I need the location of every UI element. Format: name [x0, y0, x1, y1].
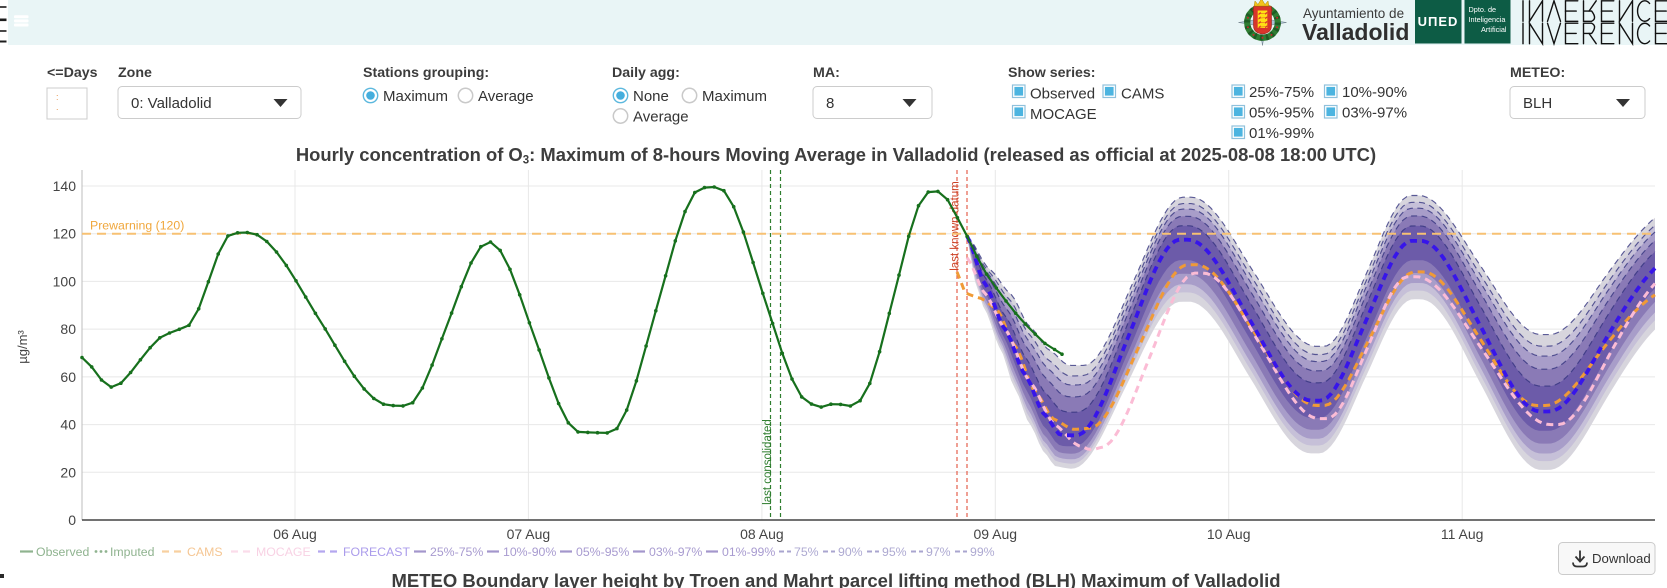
- svg-text:10%-90%: 10%-90%: [503, 545, 556, 559]
- svg-text:MOCAGE: MOCAGE: [256, 545, 311, 559]
- svg-text:07 Aug: 07 Aug: [507, 526, 551, 542]
- svg-text:99%: 99%: [970, 545, 995, 559]
- svg-text:97%: 97%: [926, 545, 951, 559]
- svg-text:20: 20: [60, 464, 76, 480]
- svg-text:75%: 75%: [794, 545, 819, 559]
- svg-text:Observed: Observed: [1030, 86, 1095, 103]
- svg-text::: :: [56, 92, 59, 102]
- svg-text:Artificial: Artificial: [1481, 25, 1507, 34]
- svg-text:Download: Download: [1592, 551, 1651, 566]
- svg-text:CAMS: CAMS: [187, 545, 223, 559]
- svg-text:140: 140: [53, 178, 77, 194]
- svg-text:09 Aug: 09 Aug: [973, 526, 1017, 542]
- svg-text:Average: Average: [633, 109, 689, 126]
- svg-text:Observed: Observed: [36, 545, 89, 559]
- svg-text:Average: Average: [478, 88, 534, 105]
- svg-text:10%-90%: 10%-90%: [1342, 84, 1407, 101]
- svg-text:8: 8: [826, 95, 834, 112]
- svg-text:METEO:: METEO:: [1510, 65, 1565, 81]
- svg-text:120: 120: [53, 226, 77, 242]
- svg-text:25%-75%: 25%-75%: [430, 545, 483, 559]
- svg-text:11 Aug: 11 Aug: [1441, 526, 1484, 542]
- svg-text:06 Aug: 06 Aug: [273, 526, 317, 542]
- svg-text:METEO Boundary layer height by: METEO Boundary layer height by Troen and…: [391, 570, 1280, 588]
- svg-text:40: 40: [60, 417, 76, 433]
- svg-text:last consolidated: last consolidated: [762, 419, 774, 505]
- svg-text:Valladolid: Valladolid: [1302, 19, 1409, 45]
- svg-text:Show series:: Show series:: [1008, 65, 1096, 81]
- svg-text:MA:: MA:: [813, 65, 840, 81]
- svg-text:08 Aug: 08 Aug: [740, 526, 784, 542]
- svg-text:01%-99%: 01%-99%: [1249, 125, 1314, 142]
- svg-text:0: 0: [68, 512, 76, 528]
- svg-text:03%-97%: 03%-97%: [649, 545, 702, 559]
- svg-text:UΠED: UΠED: [1418, 14, 1459, 29]
- svg-text:100: 100: [53, 273, 77, 289]
- svg-text:Stations grouping:: Stations grouping:: [363, 65, 489, 81]
- svg-text:BLH: BLH: [1523, 95, 1552, 112]
- svg-text:Dpto. de: Dpto. de: [1469, 5, 1497, 14]
- svg-text:0: Valladolid: 0: Valladolid: [131, 95, 212, 112]
- svg-text:<=Days: <=Days: [47, 65, 98, 81]
- svg-text:Maximum: Maximum: [383, 88, 448, 105]
- svg-text:CAMS: CAMS: [1121, 86, 1164, 103]
- svg-text:03%-97%: 03%-97%: [1342, 104, 1407, 121]
- svg-text:Ayuntamiento de: Ayuntamiento de: [1303, 6, 1404, 21]
- svg-text:None: None: [633, 88, 669, 105]
- svg-text:95%: 95%: [882, 545, 907, 559]
- svg-text:Maximum: Maximum: [702, 88, 767, 105]
- svg-text:.: .: [56, 102, 59, 112]
- svg-text:05%-95%: 05%-95%: [576, 545, 629, 559]
- svg-text:25%-75%: 25%-75%: [1249, 84, 1314, 101]
- svg-text:01%-99%: 01%-99%: [722, 545, 775, 559]
- svg-text:80: 80: [60, 321, 76, 337]
- svg-text:Hourly concentration of O3: Ma: Hourly concentration of O3: Maximum of 8…: [296, 144, 1376, 167]
- svg-text:Inteligencia: Inteligencia: [1469, 15, 1507, 24]
- svg-text:10 Aug: 10 Aug: [1207, 526, 1251, 542]
- svg-text:FORECAST: FORECAST: [343, 545, 410, 559]
- svg-text:µg/m³: µg/m³: [15, 330, 30, 364]
- svg-text:Daily agg:: Daily agg:: [612, 65, 680, 81]
- svg-text:Zone: Zone: [118, 65, 152, 81]
- svg-text:60: 60: [60, 369, 76, 385]
- svg-text:Prewarning (120): Prewarning (120): [90, 219, 184, 233]
- svg-text:05%-95%: 05%-95%: [1249, 104, 1314, 121]
- svg-text:last known datum: last known datum: [950, 181, 962, 271]
- svg-text:90%: 90%: [838, 545, 863, 559]
- svg-text:Imputed: Imputed: [110, 545, 155, 559]
- svg-text:MOCAGE: MOCAGE: [1030, 106, 1097, 123]
